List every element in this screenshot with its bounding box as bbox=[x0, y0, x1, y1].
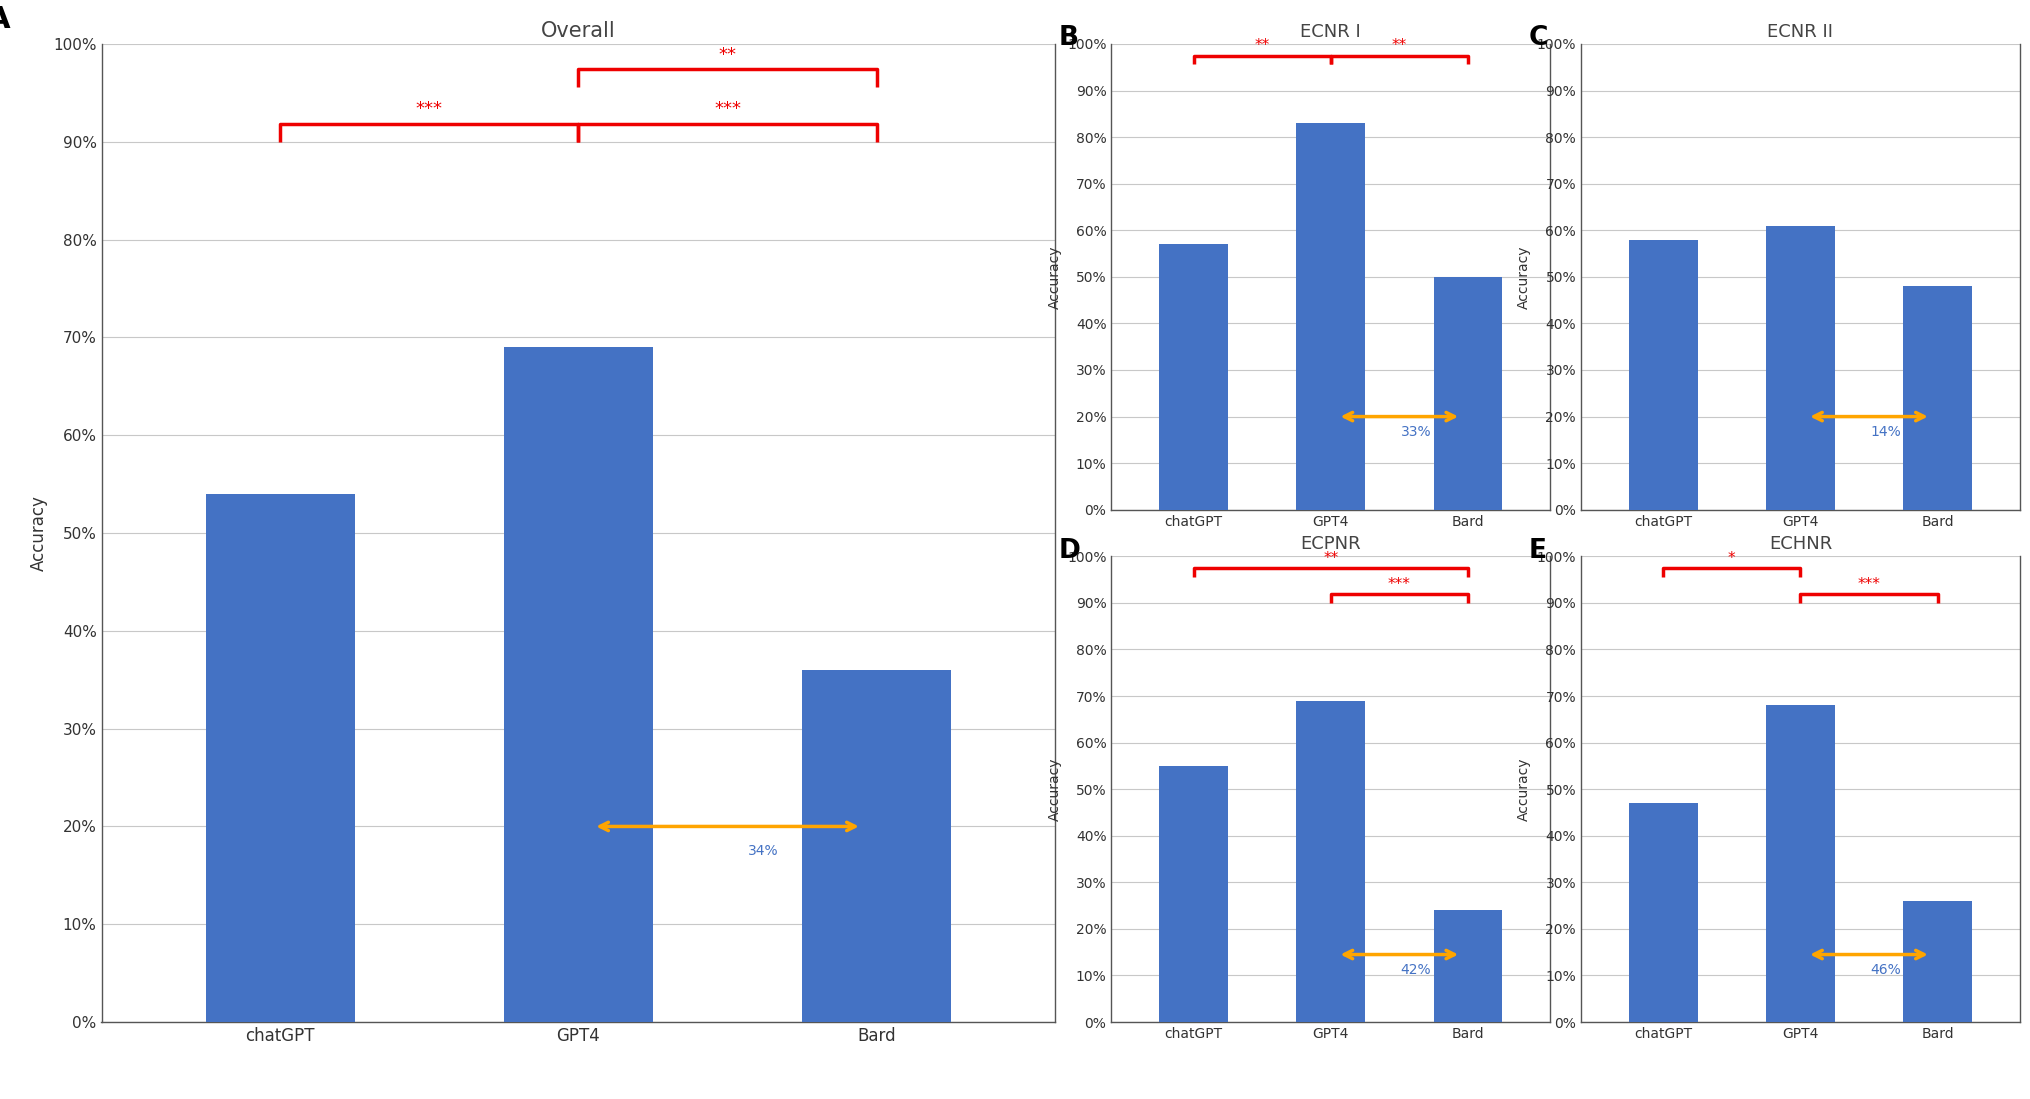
Text: ***: *** bbox=[1389, 577, 1411, 591]
Title: ECHNR: ECHNR bbox=[1768, 535, 1831, 554]
Text: *: * bbox=[1728, 551, 1736, 566]
Text: D: D bbox=[1060, 537, 1080, 564]
Bar bbox=[1628, 803, 1697, 1022]
Y-axis label: Accuracy: Accuracy bbox=[1047, 245, 1062, 309]
Text: A: A bbox=[0, 4, 10, 34]
Text: E: E bbox=[1529, 537, 1547, 564]
Text: C: C bbox=[1529, 25, 1547, 52]
Text: 14%: 14% bbox=[1870, 425, 1900, 439]
Text: ***: *** bbox=[715, 100, 741, 119]
Y-axis label: Accuracy: Accuracy bbox=[1516, 757, 1531, 821]
Title: Overall: Overall bbox=[542, 21, 615, 41]
Bar bbox=[1297, 701, 1364, 1022]
Bar bbox=[1297, 123, 1364, 510]
Y-axis label: Accuracy: Accuracy bbox=[1047, 757, 1062, 821]
Text: **: ** bbox=[1393, 38, 1407, 53]
Title: ECNR I: ECNR I bbox=[1301, 23, 1362, 41]
Bar bbox=[1433, 277, 1502, 510]
Text: **: ** bbox=[1255, 38, 1271, 53]
Bar bbox=[503, 347, 654, 1022]
Text: ***: *** bbox=[416, 100, 443, 119]
Text: 46%: 46% bbox=[1870, 963, 1900, 977]
Text: **: ** bbox=[1324, 551, 1338, 566]
Text: 33%: 33% bbox=[1401, 425, 1431, 439]
Title: ECPNR: ECPNR bbox=[1301, 535, 1360, 554]
Text: 42%: 42% bbox=[1401, 963, 1431, 977]
Text: **: ** bbox=[719, 45, 737, 64]
Bar bbox=[1628, 240, 1697, 510]
Bar bbox=[1766, 706, 1835, 1022]
Bar bbox=[1904, 901, 1971, 1022]
Bar bbox=[1159, 244, 1228, 510]
Bar bbox=[802, 670, 952, 1022]
Text: B: B bbox=[1060, 25, 1078, 52]
Bar bbox=[1433, 910, 1502, 1022]
Y-axis label: Accuracy: Accuracy bbox=[30, 495, 47, 571]
Title: ECNR II: ECNR II bbox=[1768, 23, 1833, 41]
Y-axis label: Accuracy: Accuracy bbox=[1516, 245, 1531, 309]
Text: ***: *** bbox=[1857, 577, 1880, 591]
Bar bbox=[205, 493, 355, 1022]
Bar bbox=[1159, 766, 1228, 1022]
Bar bbox=[1904, 286, 1971, 510]
Bar bbox=[1766, 225, 1835, 510]
Text: 34%: 34% bbox=[747, 844, 780, 858]
